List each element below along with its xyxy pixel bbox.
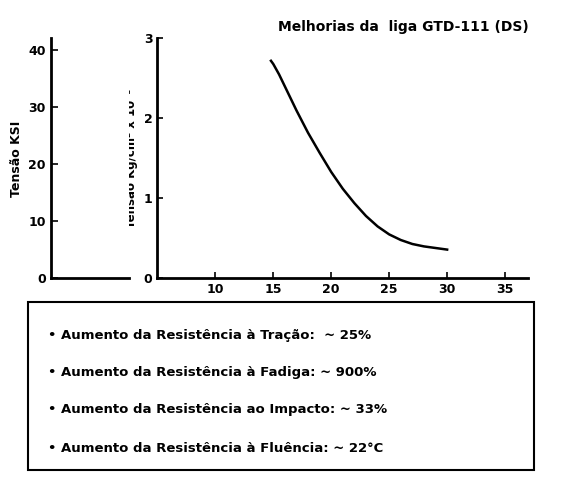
Text: • Aumento da Resistência à Fluência: ~ 22°C: • Aumento da Resistência à Fluência: ~ 2… xyxy=(48,442,384,455)
Y-axis label: Tensão KSI: Tensão KSI xyxy=(10,120,22,196)
Text: Melhorias da  liga GTD-111 (DS): Melhorias da liga GTD-111 (DS) xyxy=(278,21,528,35)
Text: • Aumento da Resistência à Fadiga: ~ 900%: • Aumento da Resistência à Fadiga: ~ 900… xyxy=(48,366,377,380)
FancyBboxPatch shape xyxy=(28,302,534,470)
Text: • Aumento da Resistência à Tração:  ~ 25%: • Aumento da Resistência à Tração: ~ 25% xyxy=(48,329,371,343)
Text: • Aumento da Resistência ao Impacto: ~ 33%: • Aumento da Resistência ao Impacto: ~ 3… xyxy=(48,403,387,417)
Y-axis label: Tensão Kg/cm² x 10⁻³: Tensão Kg/cm² x 10⁻³ xyxy=(125,89,138,228)
X-axis label: Vantagem em Fluência em °C: Vantagem em Fluência em °C xyxy=(228,303,457,318)
